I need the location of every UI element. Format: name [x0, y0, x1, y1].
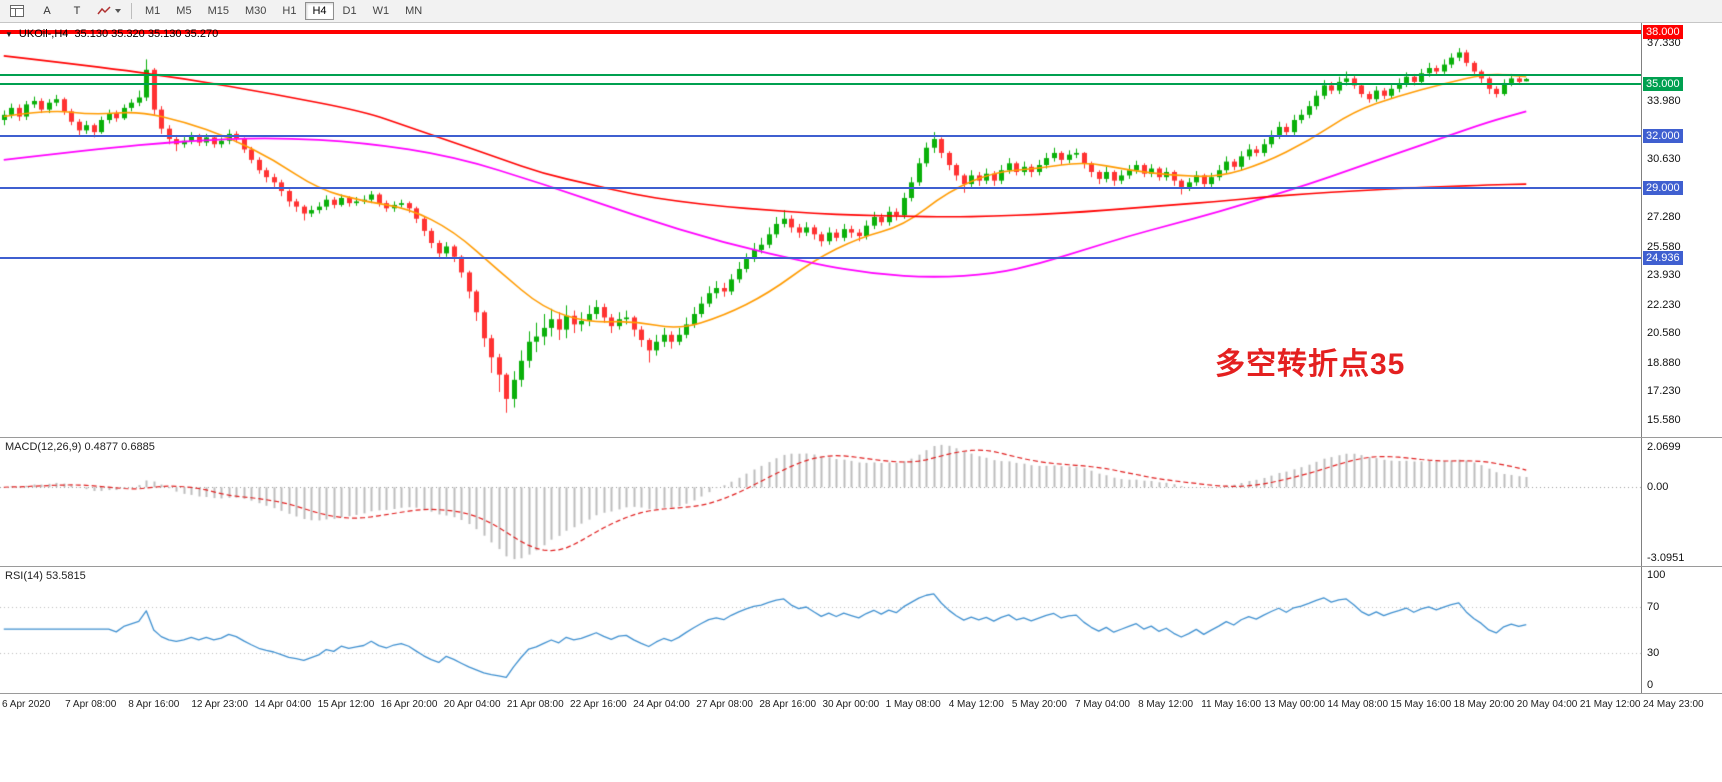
timeframe-group: M1 M5 M15 M30 H1 H4 D1 W1 MN: [137, 2, 430, 20]
rsi-plot: RSI(14) 53.5815: [0, 567, 1641, 693]
time-label: 1 May 08:00: [885, 699, 941, 710]
price-label: 33.980: [1647, 95, 1681, 108]
macd-plot: MACD(12,26,9) 0.4877 0.6885: [0, 438, 1641, 566]
price-label: 25.580: [1647, 240, 1681, 253]
time-label: 8 Apr 16:00: [128, 699, 180, 710]
toolbar-separator: [131, 3, 132, 19]
time-label: 20 Apr 04:00: [443, 699, 501, 710]
time-label: 4 May 12:00: [948, 699, 1004, 710]
rsi-axis-label: 100: [1647, 569, 1666, 581]
time-label: 30 Apr 00:00: [822, 699, 880, 710]
main-chart-plot: ▼ UKOil-,H4 35.130 35.320 35.130 35.270 …: [0, 23, 1641, 437]
time-label: 6 Apr 2020: [2, 699, 51, 710]
hline-35: [0, 82, 1641, 85]
main-chart-panel: ▼ UKOil-,H4 35.130 35.320 35.130 35.270 …: [0, 23, 1722, 438]
tool-button-label: T: [73, 5, 81, 17]
bottom-spacer: [0, 716, 1722, 782]
time-label: 21 May 12:00: [1579, 699, 1641, 710]
price-label: 30.630: [1647, 153, 1681, 166]
tool-button-label: A: [43, 5, 51, 17]
price-badge: 32.000: [1643, 128, 1683, 143]
time-axis[interactable]: 6 Apr 2020 7 Apr 08:00 8 Apr 16:00 12 Apr 2…: [0, 694, 1722, 716]
dropdown-caret-icon: [115, 9, 121, 13]
timeframe-button-h1[interactable]: H1: [282, 5, 297, 17]
price-badge: 29.000: [1643, 180, 1683, 195]
macd-axis-label: 0.00: [1647, 481, 1669, 494]
rsi-axis-label: 0: [1647, 679, 1654, 691]
time-label: 24 Apr 04:00: [633, 699, 690, 710]
rsi-axis-label: 30: [1647, 646, 1660, 659]
price-badge: 38.000: [1643, 24, 1683, 39]
time-label: 8 May 12:00: [1138, 699, 1194, 710]
text-tool-button[interactable]: T: [63, 1, 91, 21]
price-badge: 35.000: [1643, 76, 1683, 91]
time-label: 11 May 16:00: [1201, 699, 1262, 710]
time-label: 16 Apr 20:00: [380, 699, 438, 710]
macd-axis-label: -3.0951: [1647, 552, 1685, 564]
timeframe-button-m15[interactable]: M15: [207, 5, 229, 17]
price-badge: 24.936: [1643, 250, 1683, 265]
time-label: 27 Apr 08:00: [696, 699, 753, 710]
macd-label: MACD(12,26,9) 0.4877 0.6885: [5, 441, 155, 453]
hline-35.5: [0, 73, 1641, 76]
macd-axis-label: 2.0699: [1647, 441, 1681, 453]
timeframe-button-w1[interactable]: W1: [372, 5, 390, 17]
rsi-axis-label: 70: [1647, 601, 1660, 614]
chart-annotation: 多空转折点35: [1215, 348, 1406, 381]
macd-indicator-canvas[interactable]: [0, 438, 1641, 566]
time-label: 20 May 04:00: [1516, 699, 1578, 710]
price-label: 20.580: [1647, 327, 1681, 340]
tile-windows-button[interactable]: [3, 1, 31, 21]
time-label: 15 May 16:00: [1390, 699, 1452, 710]
time-label: 28 Apr 16:00: [759, 699, 817, 710]
price-label: 15.580: [1647, 414, 1681, 427]
price-label: 23.930: [1647, 269, 1681, 282]
timeframe-button-m30[interactable]: M30: [244, 5, 267, 17]
price-axis[interactable]: 37.330 33.980 30.630 27.280 25.580 23.930 22.2…: [1641, 23, 1722, 437]
time-label: 22 Apr 16:00: [570, 699, 627, 710]
time-label: 14 May 08:00: [1327, 699, 1389, 710]
hline-37.95: [0, 31, 1641, 35]
time-label: 21 Apr 08:00: [506, 699, 564, 710]
timeframe-button-mn[interactable]: MN: [405, 5, 423, 17]
time-label: 24 May 23:00: [1643, 699, 1704, 710]
timeframe-button-d1[interactable]: D1: [342, 5, 357, 17]
candlestick-chart-canvas[interactable]: [0, 23, 1641, 437]
chart-title: ▼ UKOil-,H4 35.130 35.320 35.130 35.270: [5, 28, 218, 40]
pointer-a-button[interactable]: A: [33, 1, 61, 21]
hline-29: [0, 186, 1641, 189]
price-label: 18.880: [1647, 356, 1681, 369]
rsi-panel: RSI(14) 53.5815 100 70 30 0: [0, 567, 1722, 694]
time-label: 14 Apr 04:00: [254, 699, 312, 710]
zigzag-indicator-icon: [97, 6, 111, 15]
price-label: 37.330: [1647, 37, 1681, 50]
rsi-axis[interactable]: 100 70 30 0: [1641, 567, 1722, 693]
macd-axis[interactable]: 2.0699 0.00 -3.0951: [1641, 438, 1722, 566]
hline-24.936: [0, 256, 1641, 259]
time-label: 13 May 00:00: [1264, 699, 1325, 710]
time-label: 7 Apr 08:00: [65, 699, 117, 710]
rsi-indicator-canvas[interactable]: [0, 567, 1641, 693]
timeframe-button-m5[interactable]: M5: [176, 5, 192, 17]
indicator-tool-button[interactable]: [93, 1, 125, 21]
price-label: 27.280: [1647, 211, 1681, 224]
timeframe-button-m1[interactable]: M1: [145, 5, 161, 17]
macd-panel: MACD(12,26,9) 0.4877 0.6885 2.0699 0.00 -3…: [0, 438, 1722, 567]
price-label: 22.230: [1647, 298, 1681, 311]
window-grid-icon: [10, 5, 24, 17]
time-label: 18 May 20:00: [1453, 699, 1515, 710]
time-label: 15 Apr 12:00: [317, 699, 375, 710]
time-label: 7 May 04:00: [1074, 699, 1130, 710]
hline-32: [0, 134, 1641, 137]
ohlc-values: 35.130 35.320 35.130 35.270: [74, 28, 219, 40]
time-label: 12 Apr 23:00: [191, 699, 249, 710]
timeframe-button-h4[interactable]: H4: [305, 2, 334, 20]
price-label: 17.230: [1647, 385, 1681, 398]
rsi-label: RSI(14) 53.5815: [5, 570, 86, 582]
time-label: 5 May 20:00: [1011, 699, 1067, 710]
symbol-timeframe-label: UKOil-,H4: [18, 28, 69, 40]
collapse-triangle-icon[interactable]: ▼: [5, 29, 13, 39]
